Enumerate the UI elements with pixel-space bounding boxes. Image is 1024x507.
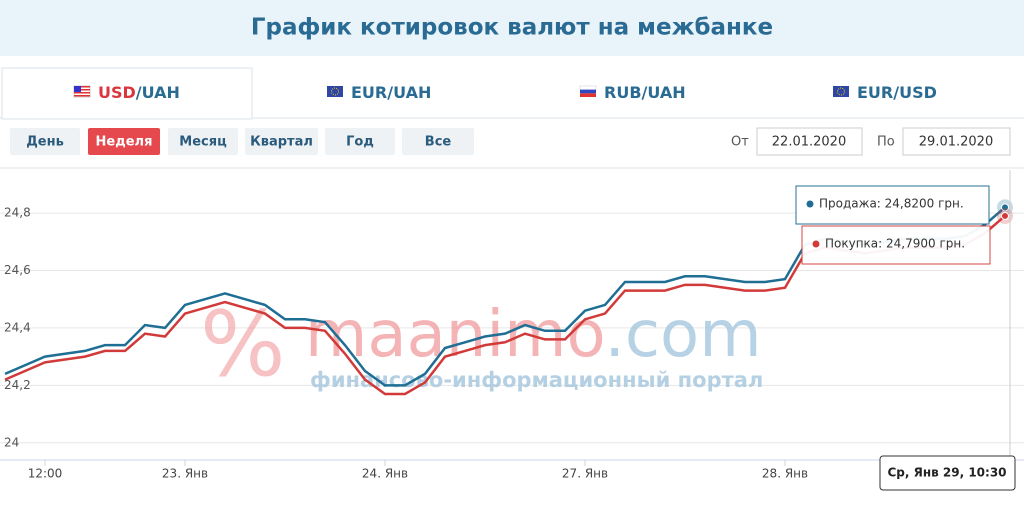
tab-label: RUB/UAH bbox=[604, 83, 686, 102]
currency-tab[interactable]: USD/UAH bbox=[1, 67, 253, 120]
x-tick-label: 12:00 bbox=[28, 467, 63, 481]
y-tick-label: 24 bbox=[4, 435, 19, 449]
button-bg bbox=[88, 128, 160, 155]
button-bg bbox=[168, 128, 238, 155]
watermark-tagline: финансово-информационный портал bbox=[310, 368, 763, 392]
flag-stripe bbox=[74, 89, 90, 91]
flag-stripe bbox=[580, 89, 596, 94]
tab-label: EUR/USD bbox=[857, 83, 937, 102]
header-bar bbox=[0, 0, 1024, 56]
time-tooltip-text: Ср, Янв 29, 10:30 bbox=[887, 466, 1006, 480]
watermark: maanimo.com bbox=[305, 298, 762, 372]
tab-quote: /USD bbox=[893, 83, 937, 102]
date-input[interactable] bbox=[756, 127, 863, 156]
button-label: Месяц bbox=[179, 135, 227, 150]
tab-quote: /UAH bbox=[387, 83, 431, 102]
flag bbox=[833, 86, 849, 97]
x-tick-label: 23. Янв bbox=[162, 467, 208, 481]
tooltip-text: Продажа: 24,8200 грн. bbox=[819, 197, 964, 211]
currency-tab[interactable]: EUR/USD bbox=[833, 83, 937, 102]
button-bg bbox=[402, 128, 474, 155]
y-tick-label: 24,6 bbox=[4, 263, 31, 277]
y-tick-label: 24,2 bbox=[4, 378, 31, 392]
flag-stripe bbox=[579, 85, 597, 90]
tooltip-dot bbox=[812, 240, 820, 248]
period-button[interactable]: Квартал bbox=[245, 128, 318, 155]
tab-active-bg bbox=[1, 67, 253, 120]
flag-stripe bbox=[74, 86, 90, 88]
page-title: График котировок валют на межбанке bbox=[251, 15, 773, 41]
tooltip-box bbox=[801, 225, 991, 265]
period-button[interactable]: Год bbox=[325, 128, 395, 155]
button-label: Все bbox=[425, 135, 452, 150]
button-label: Квартал bbox=[250, 135, 313, 150]
period-button[interactable]: День bbox=[10, 128, 80, 155]
tab-quote: /UAH bbox=[642, 83, 686, 102]
point bbox=[1001, 211, 1009, 220]
period-button[interactable]: Все bbox=[402, 128, 474, 155]
tab-label: USD/UAH bbox=[98, 83, 180, 102]
x-tick-label: 24. Янв bbox=[362, 467, 408, 481]
to-date: 29.01.2020 bbox=[919, 135, 993, 150]
button-label: День bbox=[26, 135, 64, 150]
point bbox=[1001, 203, 1009, 212]
y-tick-label: 24,4 bbox=[4, 320, 31, 334]
flag-stripe bbox=[580, 93, 596, 98]
tab-base: RUB bbox=[604, 83, 642, 102]
flag-canton bbox=[74, 86, 81, 92]
flag-stripe bbox=[74, 95, 90, 97]
tooltip-dot bbox=[806, 200, 814, 208]
currency-tab[interactable]: RUB/UAH bbox=[579, 83, 686, 102]
tab-base: USD bbox=[98, 83, 136, 102]
watermark-domain: .com bbox=[605, 298, 762, 372]
button-label: Неделя bbox=[96, 135, 153, 150]
y-tick-label: 24,8 bbox=[4, 206, 31, 220]
tab-base: EUR bbox=[857, 83, 893, 102]
currency-tab[interactable]: EUR/UAH bbox=[327, 83, 431, 102]
tab-base: EUR bbox=[351, 83, 387, 102]
time-tooltip bbox=[879, 455, 1016, 491]
period-button[interactable]: Месяц bbox=[168, 128, 238, 155]
flag-stripe bbox=[74, 92, 90, 94]
flag bbox=[327, 86, 343, 97]
x-tick-label: 27. Янв bbox=[562, 467, 608, 481]
period-button[interactable]: Неделя bbox=[88, 128, 160, 155]
tab-label: EUR/UAH bbox=[351, 83, 431, 102]
date-input[interactable] bbox=[902, 127, 1011, 156]
tab-quote: /UAH bbox=[136, 83, 180, 102]
button-bg bbox=[245, 128, 318, 155]
tooltip-box bbox=[795, 185, 990, 225]
button-label: Год bbox=[346, 135, 374, 150]
to-label: По bbox=[877, 135, 895, 150]
button-bg bbox=[10, 128, 80, 155]
from-label: От bbox=[731, 135, 749, 150]
tooltip-text: Покупка: 24,7900 грн. bbox=[825, 237, 965, 251]
from-date: 22.01.2020 bbox=[772, 135, 846, 150]
button-bg bbox=[325, 128, 395, 155]
x-tick-label: 28. Янв bbox=[762, 467, 808, 481]
flag-stars bbox=[837, 87, 845, 96]
flag-stars bbox=[331, 87, 339, 96]
